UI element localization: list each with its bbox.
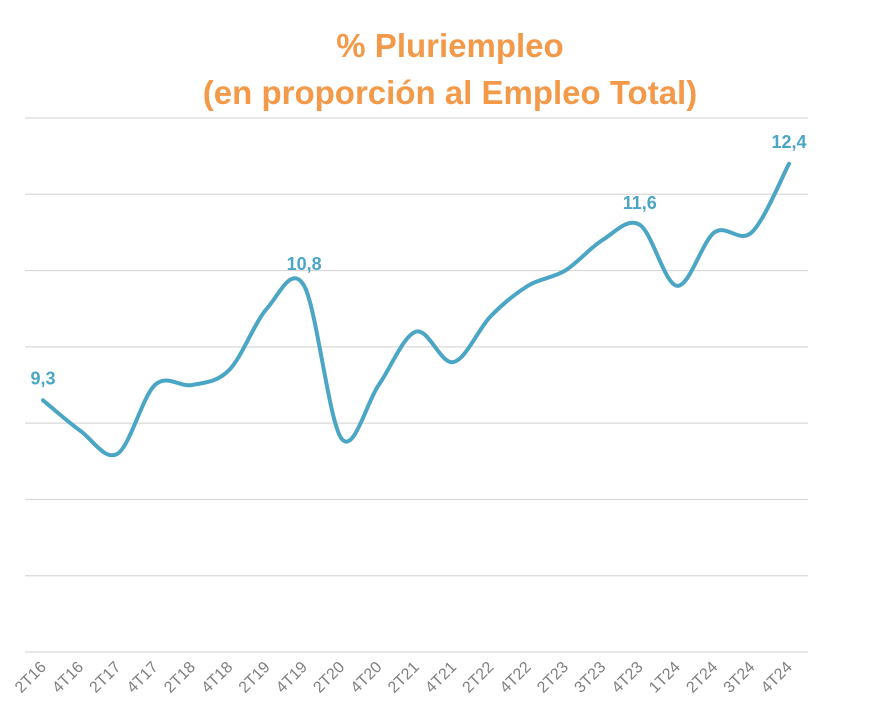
chart-subtitle: (en proporción al Empleo Total) <box>202 74 698 111</box>
x-tick-label: 2T18 <box>161 659 199 697</box>
series-line <box>41 161 791 458</box>
x-tick-label: 2T17 <box>87 659 125 697</box>
x-tick-label: 4T21 <box>422 659 460 697</box>
x-tick-label: 4T24 <box>758 659 796 697</box>
x-tick-label: 2T19 <box>236 659 274 697</box>
chart-title: % Pluriempleo <box>336 27 564 64</box>
data-label: 9,3 <box>30 368 55 388</box>
x-tick-label: 3T23 <box>572 659 610 697</box>
x-tick-label: 4T18 <box>199 659 237 697</box>
x-tick-label: 2T20 <box>310 659 348 697</box>
x-tick-label: 4T22 <box>497 659 535 697</box>
x-tick-label: 4T23 <box>609 659 647 697</box>
x-tick-label: 3T24 <box>721 659 759 697</box>
x-tick-label: 4T16 <box>49 659 87 697</box>
x-tick-label: 2T23 <box>534 659 572 697</box>
x-tick-label: 2T16 <box>12 659 50 697</box>
data-label: 11,6 <box>623 193 657 213</box>
x-tick-label: 4T20 <box>348 659 386 697</box>
data-label: 10,8 <box>287 254 322 274</box>
x-tick-label: 2T24 <box>683 659 721 697</box>
data-label: 12,4 <box>771 132 806 152</box>
x-tick-label: 4T19 <box>273 659 311 697</box>
x-tick-label: 4T17 <box>124 659 162 697</box>
chart-title-block: % Pluriempleo (en proporción al Empleo T… <box>0 22 869 116</box>
x-tick-label: 1T24 <box>646 659 684 697</box>
x-tick-label: 2T21 <box>385 659 423 697</box>
x-tick-label: 2T22 <box>460 659 498 697</box>
